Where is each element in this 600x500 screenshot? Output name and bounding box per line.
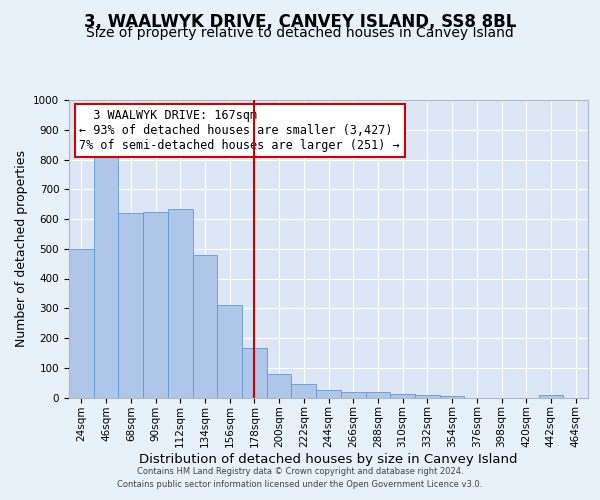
Text: Size of property relative to detached houses in Canvey Island: Size of property relative to detached ho… bbox=[86, 26, 514, 40]
Bar bbox=[341, 392, 365, 398]
Text: 3, WAALWYK DRIVE, CANVEY ISLAND, SS8 8BL: 3, WAALWYK DRIVE, CANVEY ISLAND, SS8 8BL bbox=[84, 12, 516, 30]
Text: Contains HM Land Registry data © Crown copyright and database right 2024.: Contains HM Land Registry data © Crown c… bbox=[137, 467, 463, 476]
Text: Contains public sector information licensed under the Open Government Licence v3: Contains public sector information licen… bbox=[118, 480, 482, 489]
Bar bbox=[440, 396, 464, 398]
Bar bbox=[292, 384, 316, 398]
Bar bbox=[69, 249, 94, 398]
Bar bbox=[267, 374, 292, 398]
Bar bbox=[415, 394, 440, 398]
Bar bbox=[242, 348, 267, 398]
Bar bbox=[94, 156, 118, 398]
Bar bbox=[217, 306, 242, 398]
Text: 3 WAALWYK DRIVE: 167sqm
← 93% of detached houses are smaller (3,427)
7% of semi-: 3 WAALWYK DRIVE: 167sqm ← 93% of detache… bbox=[79, 109, 400, 152]
Bar bbox=[539, 394, 563, 398]
X-axis label: Distribution of detached houses by size in Canvey Island: Distribution of detached houses by size … bbox=[139, 453, 518, 466]
Y-axis label: Number of detached properties: Number of detached properties bbox=[14, 150, 28, 348]
Bar bbox=[365, 392, 390, 398]
Bar bbox=[193, 254, 217, 398]
Bar bbox=[316, 390, 341, 398]
Bar bbox=[143, 212, 168, 398]
Bar bbox=[118, 213, 143, 398]
Bar bbox=[168, 208, 193, 398]
Bar bbox=[390, 394, 415, 398]
